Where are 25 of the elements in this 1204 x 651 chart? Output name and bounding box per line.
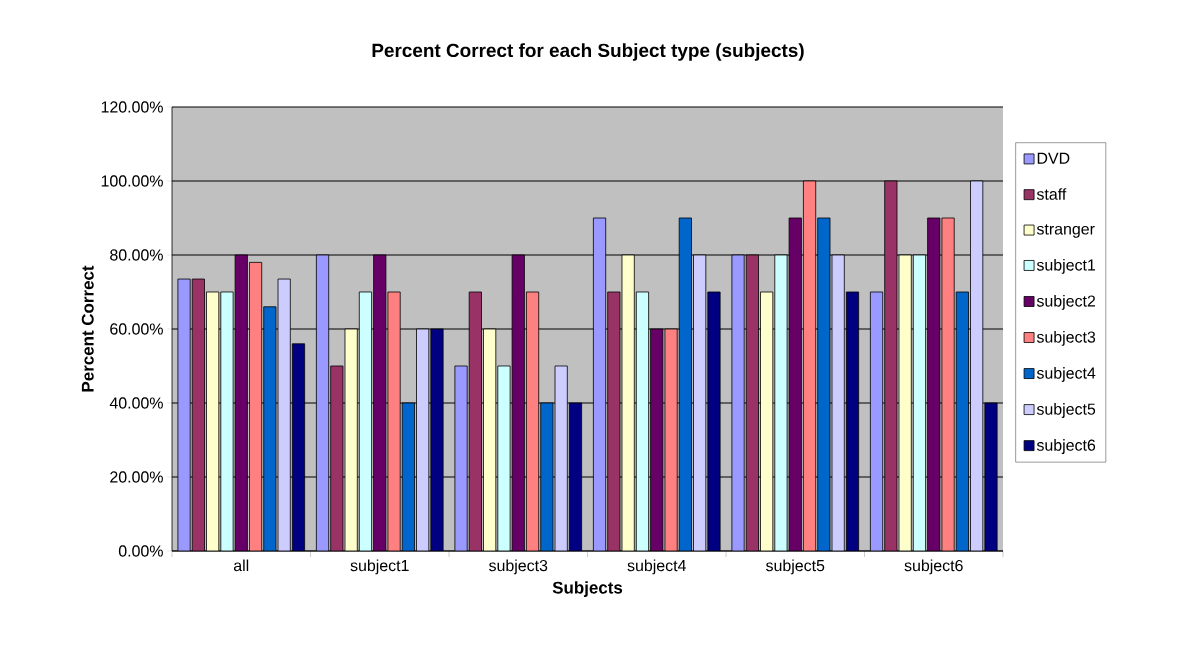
legend-label: stranger bbox=[1036, 224, 1095, 238]
y-tick-label: 120.00% bbox=[101, 101, 163, 113]
x-tick-label: all bbox=[233, 559, 249, 572]
x-tick-label: subject6 bbox=[904, 559, 963, 575]
x-axis-title: Subjects bbox=[552, 581, 623, 597]
x-tick-label: subject3 bbox=[489, 559, 548, 575]
legend-label: subject2 bbox=[1036, 294, 1096, 310]
legend-label: subject6 bbox=[1036, 439, 1096, 454]
legend-label: subject5 bbox=[1036, 403, 1096, 418]
y-tick-label: 100.00% bbox=[101, 175, 163, 187]
legend-label: subject3 bbox=[1036, 331, 1096, 346]
x-tick-label: subject5 bbox=[766, 559, 825, 575]
y-tick-label: 40.00% bbox=[109, 397, 163, 409]
legend-label: subject4 bbox=[1036, 367, 1096, 382]
chart-title: Percent Correct for each Subject type (subjects) bbox=[372, 43, 804, 61]
legend-label: subject1 bbox=[1036, 258, 1096, 274]
y-tick-label: 20.00% bbox=[110, 471, 163, 483]
x-tick-label: subject1 bbox=[350, 559, 409, 575]
x-tick-label: subject4 bbox=[627, 559, 686, 575]
y-tick-label: 0.00% bbox=[118, 545, 163, 557]
legend-label: DVD bbox=[1037, 152, 1070, 164]
y-tick-label: 80.00% bbox=[110, 249, 163, 261]
legend-label: staff bbox=[1036, 188, 1067, 200]
y-tick-label: 60.00% bbox=[110, 323, 163, 335]
y-axis-title: Percent Correct bbox=[81, 265, 94, 392]
